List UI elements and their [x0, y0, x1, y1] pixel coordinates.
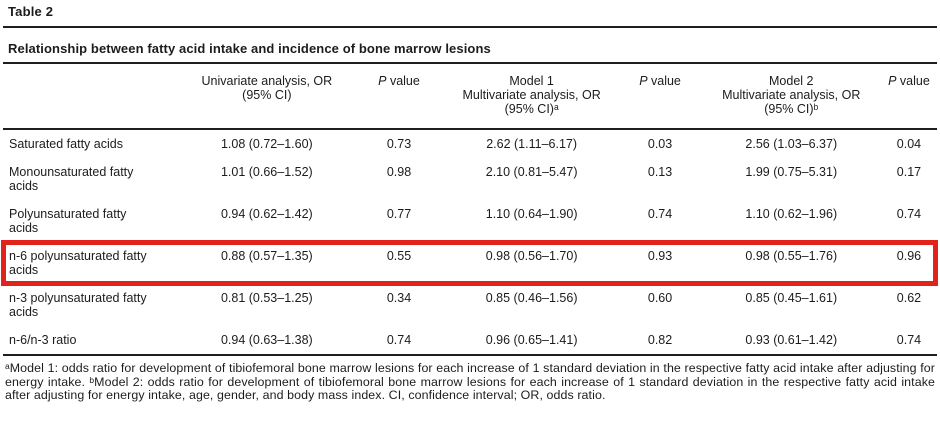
cell: 1.08 (0.72–1.60): [220, 137, 313, 151]
column-header-fatty-acid: [3, 64, 180, 129]
column-header-p-value-univariate: P value: [378, 74, 420, 88]
column-header-p-value-model-2: P value: [888, 74, 930, 88]
row-label: n-6 polyunsaturated fatty acids: [9, 249, 147, 277]
divider-bottom: [3, 354, 937, 356]
cell: 1.01 (0.66–1.52): [220, 165, 313, 179]
cell: 1.99 (0.75–5.31): [745, 165, 838, 179]
table-row: Saturated fatty acids 1.08 (0.72–1.60) 0.7…: [3, 129, 937, 158]
cell: 1.10 (0.62–1.96): [745, 207, 838, 221]
table-row: Monounsaturated fatty acids 1.01 (0.66–1.…: [3, 158, 937, 200]
table-row: n-3 polyunsaturated fatty acids 0.81 (0.5…: [3, 284, 937, 326]
cell: 0.96: [896, 249, 922, 263]
cell: 1.10 (0.64–1.90): [485, 207, 578, 221]
cell: 0.04: [896, 137, 922, 151]
cell: 0.94 (0.62–1.42): [220, 207, 313, 221]
table-body: Saturated fatty acids 1.08 (0.72–1.60) 0.7…: [3, 129, 937, 354]
column-header-p-value-model-1: P value: [639, 74, 681, 88]
row-label: Monounsaturated fatty acids: [9, 165, 134, 193]
cell: 0.88 (0.57–1.35): [220, 249, 313, 263]
cell: 0.74: [896, 207, 922, 221]
cell: 0.96 (0.65–1.41): [485, 333, 578, 347]
cell: 0.94 (0.63–1.38): [220, 333, 313, 347]
data-table: Univariate analysis, OR (95% CI) P value M…: [3, 64, 937, 354]
cell: 2.10 (0.81–5.47): [485, 165, 578, 179]
cell: 2.56 (1.03–6.37): [745, 137, 838, 151]
cell: 0.77: [386, 207, 412, 221]
table-footnote: ᵃModel 1: odds ratio for development of …: [5, 361, 935, 403]
cell: 0.81 (0.53–1.25): [220, 291, 313, 305]
cell: 0.93: [647, 249, 673, 263]
cell: 0.13: [647, 165, 673, 179]
table-row: n-6/n-3 ratio 0.94 (0.63–1.38) 0.74 0.96 (0…: [3, 326, 937, 354]
cell: 0.17: [896, 165, 922, 179]
column-header-italic-p: P: [378, 74, 387, 88]
cell: 0.98 (0.55–1.76): [745, 249, 838, 263]
cell: 0.73: [386, 137, 412, 151]
row-label: n-6/n-3 ratio: [9, 333, 77, 347]
cell: 0.34: [386, 291, 412, 305]
cell: 0.93 (0.61–1.42): [745, 333, 838, 347]
table-header-row: Univariate analysis, OR (95% CI) P value M…: [3, 64, 937, 129]
cell: 0.82: [647, 333, 673, 347]
cell: 2.62 (1.11–6.17): [486, 137, 578, 151]
cell: 0.98 (0.56–1.70): [485, 249, 578, 263]
cell: 0.55: [386, 249, 412, 263]
column-header-italic-p: P: [888, 74, 897, 88]
cell: 0.74: [647, 207, 673, 221]
table-caption: Relationship between fatty acid intake a…: [8, 41, 491, 56]
cell: 0.98: [386, 165, 412, 179]
table-row-highlighted: n-6 polyunsaturated fatty acids 0.88 (0.5…: [3, 242, 937, 284]
column-header-italic-p: P: [639, 74, 648, 88]
cell: 0.74: [896, 333, 922, 347]
table-number: Table 2: [8, 4, 54, 19]
divider-caption: [3, 62, 937, 64]
row-label: Polyunsaturated fatty acids: [9, 207, 127, 235]
row-label: n-3 polyunsaturated fatty acids: [9, 291, 147, 319]
column-header-univariate-or: Univariate analysis, OR (95% CI): [201, 74, 333, 102]
cell: 0.74: [386, 333, 412, 347]
cell: 0.85 (0.46–1.56): [485, 291, 578, 305]
column-header-model-1-or: Model 1 Multivariate analysis, OR (95% C…: [462, 74, 601, 116]
divider-top: [3, 26, 937, 28]
row-label: Saturated fatty acids: [9, 137, 123, 151]
cell: 0.03: [647, 137, 673, 151]
cell: 0.60: [647, 291, 673, 305]
cell: 0.62: [896, 291, 922, 305]
cell: 0.85 (0.45–1.61): [745, 291, 838, 305]
table-row: Polyunsaturated fatty acids 0.94 (0.62–1.…: [3, 200, 937, 242]
column-header-model-2-or: Model 2 Multivariate analysis, OR (95% C…: [722, 74, 861, 116]
